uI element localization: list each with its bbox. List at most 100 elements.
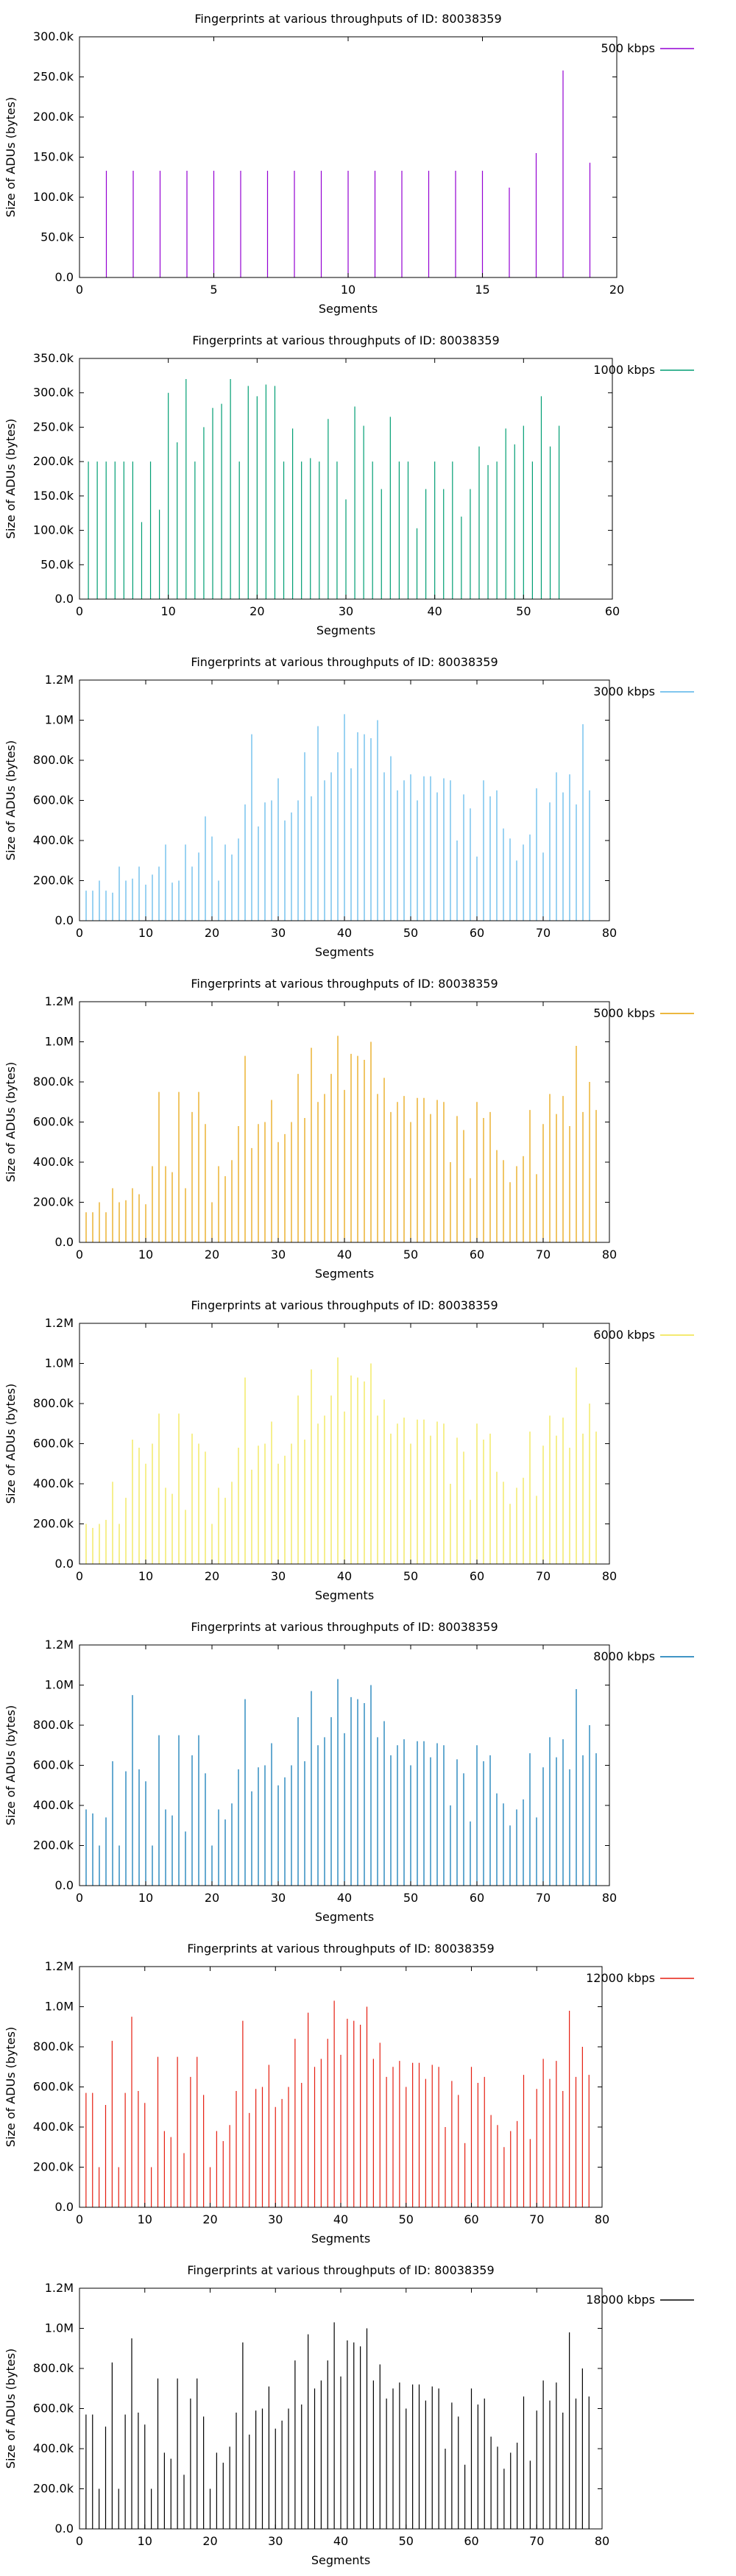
y-tick-label: 1.2M — [45, 2281, 74, 2295]
chart-title: Fingerprints at various throughputs of I… — [194, 12, 501, 26]
y-tick-label: 800.0k — [33, 1718, 74, 1732]
y-tick-label: 800.0k — [33, 2361, 74, 2375]
y-tick-label: 400.0k — [33, 1798, 74, 1812]
legend-label: 3000 kbps — [593, 684, 655, 698]
x-tick-label: 20 — [205, 1248, 219, 1262]
x-tick-label: 50 — [403, 926, 418, 940]
x-tick-label: 80 — [602, 1891, 617, 1905]
y-tick-label: 1.2M — [45, 1316, 74, 1330]
y-tick-label: 1.0M — [45, 2321, 74, 2335]
x-tick-label: 10 — [341, 283, 355, 297]
x-tick-label: 70 — [536, 926, 551, 940]
y-axis-label: Size of ADUs (bytes) — [4, 740, 18, 860]
x-tick-label: 30 — [271, 926, 286, 940]
x-tick-label: 80 — [595, 2212, 609, 2226]
x-tick-label: 10 — [138, 2212, 152, 2226]
y-tick-label: 100.0k — [33, 190, 74, 204]
y-axis-label: Size of ADUs (bytes) — [4, 2349, 18, 2469]
y-tick-label: 1.2M — [45, 673, 74, 687]
y-tick-label: 200.0k — [33, 2482, 74, 2496]
y-tick-label: 1.0M — [45, 1035, 74, 1049]
x-tick-label: 70 — [529, 2534, 544, 2548]
x-tick-label: 30 — [268, 2534, 283, 2548]
series-group — [105, 70, 591, 277]
chart-panel: Fingerprints at various throughputs of I… — [4, 1942, 694, 2246]
y-axis-label: Size of ADUs (bytes) — [4, 419, 18, 539]
x-tick-label: 30 — [271, 1891, 286, 1905]
x-tick-label: 60 — [470, 1248, 484, 1262]
x-tick-label: 5 — [210, 283, 217, 297]
x-axis-label: Segments — [316, 623, 375, 637]
x-tick-label: 0 — [76, 1248, 83, 1262]
y-tick-label: 600.0k — [33, 2080, 74, 2094]
y-axis-label: Size of ADUs (bytes) — [4, 1705, 18, 1825]
x-tick-label: 40 — [337, 926, 352, 940]
x-tick-label: 40 — [427, 604, 442, 618]
x-tick-label: 30 — [268, 2212, 283, 2226]
series-group — [85, 1036, 597, 1242]
y-tick-label: 250.0k — [33, 420, 74, 434]
x-tick-label: 20 — [202, 2212, 217, 2226]
y-tick-label: 800.0k — [33, 1075, 74, 1089]
x-tick-label: 10 — [138, 1891, 153, 1905]
x-tick-label: 0 — [76, 2534, 83, 2548]
x-tick-label: 20 — [205, 926, 219, 940]
x-tick-label: 60 — [470, 1891, 484, 1905]
y-tick-label: 200.0k — [33, 454, 74, 468]
y-tick-label: 400.0k — [33, 2120, 74, 2134]
y-tick-label: 50.0k — [40, 557, 74, 571]
x-axis-label: Segments — [319, 302, 378, 316]
chart-title: Fingerprints at various throughputs of I… — [191, 655, 498, 669]
series-group — [88, 379, 560, 599]
x-tick-label: 50 — [399, 2534, 414, 2548]
y-tick-label: 0.0 — [55, 592, 74, 606]
legend-label: 8000 kbps — [593, 1649, 655, 1663]
x-tick-label: 80 — [595, 2534, 609, 2548]
series-group — [85, 1679, 597, 1886]
y-tick-label: 0.0 — [55, 270, 74, 284]
series-group — [85, 2000, 590, 2207]
x-tick-label: 20 — [202, 2534, 217, 2548]
x-axis-label: Segments — [315, 945, 374, 959]
y-tick-label: 800.0k — [33, 2039, 74, 2053]
chart-panel: Fingerprints at various throughputs of I… — [4, 1298, 694, 1602]
y-tick-label: 600.0k — [33, 1437, 74, 1451]
x-tick-label: 70 — [529, 2212, 544, 2226]
y-axis-label: Size of ADUs (bytes) — [4, 1062, 18, 1182]
chart-title: Fingerprints at various throughputs of I… — [191, 1298, 498, 1312]
x-tick-label: 20 — [609, 283, 624, 297]
x-tick-label: 50 — [403, 1248, 418, 1262]
x-tick-label: 60 — [464, 2212, 478, 2226]
y-tick-label: 50.0k — [40, 230, 74, 244]
y-tick-label: 1.0M — [45, 1356, 74, 1370]
x-tick-label: 80 — [602, 926, 617, 940]
y-tick-label: 400.0k — [33, 2441, 74, 2455]
x-tick-label: 40 — [337, 1569, 352, 1583]
legend-label: 500 kbps — [601, 41, 655, 55]
y-tick-label: 100.0k — [33, 523, 74, 537]
x-tick-label: 70 — [536, 1891, 551, 1905]
x-tick-label: 10 — [138, 1248, 153, 1262]
x-tick-label: 50 — [399, 2212, 414, 2226]
x-tick-label: 40 — [333, 2534, 348, 2548]
x-axis-label: Segments — [315, 1588, 374, 1602]
y-tick-label: 300.0k — [33, 386, 74, 400]
chart-title: Fingerprints at various throughputs of I… — [187, 2263, 494, 2277]
chart-title: Fingerprints at various throughputs of I… — [191, 977, 498, 991]
x-tick-label: 40 — [337, 1248, 352, 1262]
y-tick-label: 400.0k — [33, 833, 74, 847]
chart-panel: Fingerprints at various throughputs of I… — [4, 977, 694, 1281]
series-group — [85, 1357, 597, 1564]
x-tick-label: 0 — [76, 604, 83, 618]
legend-label: 6000 kbps — [593, 1328, 655, 1342]
y-tick-label: 800.0k — [33, 1396, 74, 1410]
y-tick-label: 600.0k — [33, 1115, 74, 1129]
x-tick-label: 30 — [271, 1248, 286, 1262]
x-tick-label: 15 — [475, 283, 489, 297]
legend-label: 5000 kbps — [593, 1006, 655, 1020]
x-axis-label: Segments — [315, 1267, 374, 1281]
x-tick-label: 20 — [250, 604, 264, 618]
y-tick-label: 350.0k — [33, 351, 74, 365]
x-tick-label: 10 — [160, 604, 175, 618]
x-tick-label: 50 — [403, 1569, 418, 1583]
